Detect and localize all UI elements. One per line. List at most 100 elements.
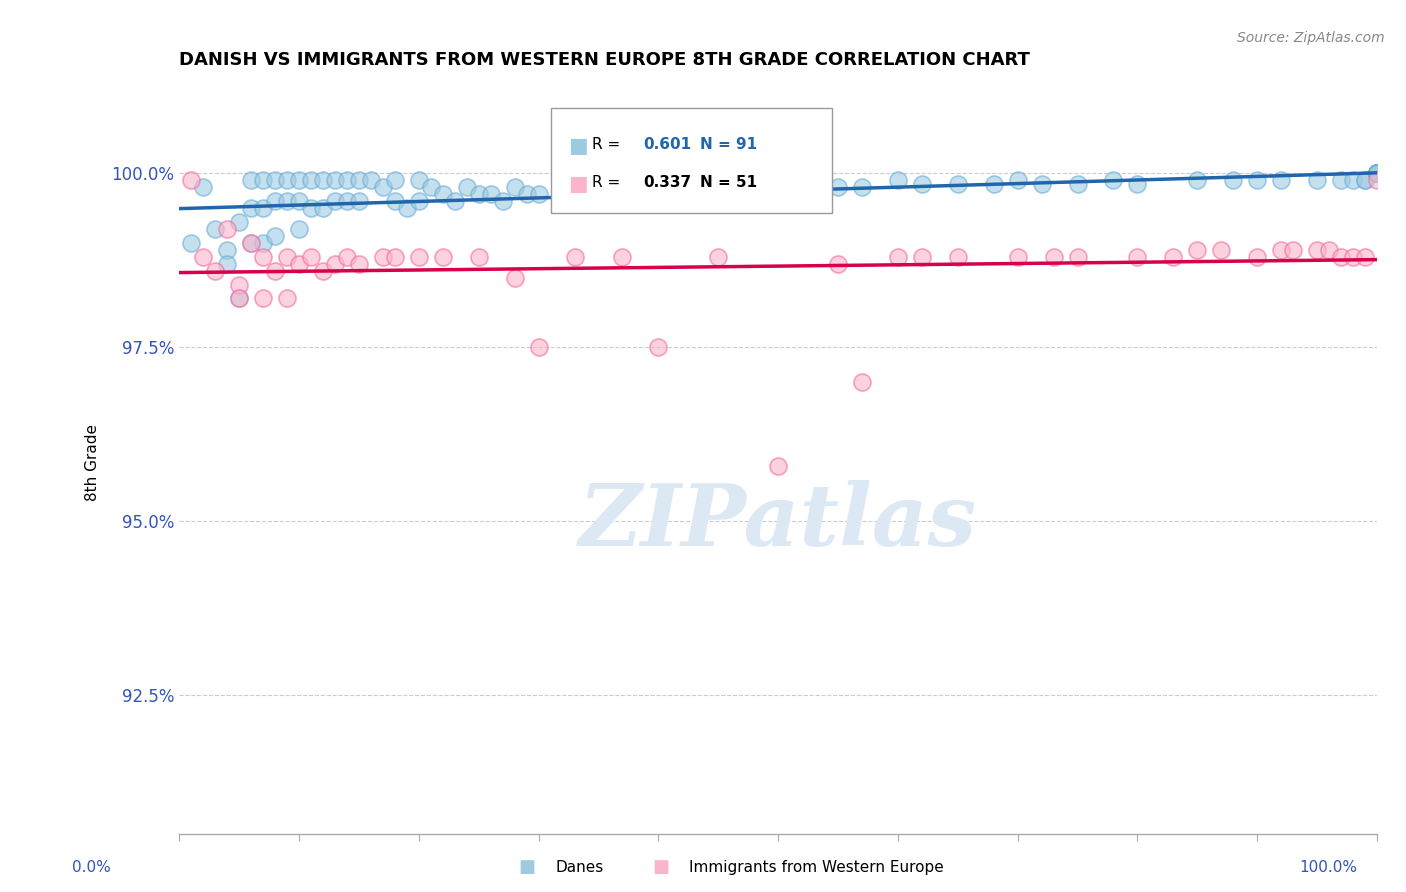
Point xyxy=(887,173,910,187)
Text: Source: ZipAtlas.com: Source: ZipAtlas.com xyxy=(1237,31,1385,45)
Point xyxy=(1330,250,1353,264)
Point xyxy=(323,257,346,271)
Point xyxy=(312,201,335,215)
Point xyxy=(599,187,621,202)
Point xyxy=(288,194,311,208)
Point xyxy=(204,263,226,277)
Point xyxy=(1066,250,1088,264)
Point xyxy=(479,187,502,202)
Point xyxy=(911,250,934,264)
Point xyxy=(1042,250,1064,264)
Point xyxy=(1365,166,1388,180)
Point xyxy=(1222,173,1244,187)
Point xyxy=(336,250,359,264)
Point xyxy=(312,173,335,187)
Point xyxy=(288,257,311,271)
Point xyxy=(408,250,430,264)
Point xyxy=(419,180,441,194)
Point xyxy=(276,250,298,264)
Point xyxy=(288,173,311,187)
Point xyxy=(299,173,322,187)
Point xyxy=(264,194,287,208)
Point xyxy=(276,292,298,306)
Point xyxy=(347,257,370,271)
Point xyxy=(1246,250,1268,264)
Point xyxy=(647,187,669,202)
Point xyxy=(467,187,489,202)
Point xyxy=(347,173,370,187)
Point xyxy=(1187,243,1209,257)
Point xyxy=(1365,166,1388,180)
Point xyxy=(1126,250,1149,264)
Point xyxy=(946,250,969,264)
Point xyxy=(1007,250,1029,264)
Text: DANISH VS IMMIGRANTS FROM WESTERN EUROPE 8TH GRADE CORRELATION CHART: DANISH VS IMMIGRANTS FROM WESTERN EUROPE… xyxy=(180,51,1031,69)
Point xyxy=(384,173,406,187)
Text: R =: R = xyxy=(592,175,626,190)
Point xyxy=(204,222,226,236)
Point xyxy=(1246,173,1268,187)
Point xyxy=(443,194,465,208)
Point xyxy=(1066,177,1088,191)
Point xyxy=(264,228,287,243)
Point xyxy=(564,250,586,264)
Point xyxy=(1354,173,1376,187)
Point xyxy=(742,180,765,194)
Point xyxy=(1365,166,1388,180)
Point xyxy=(252,250,274,264)
Point xyxy=(252,201,274,215)
Point xyxy=(766,458,789,473)
Point xyxy=(766,180,789,194)
Point xyxy=(851,375,873,389)
Text: 0.601: 0.601 xyxy=(643,136,690,152)
Point xyxy=(360,173,382,187)
Point xyxy=(467,250,489,264)
Point xyxy=(264,173,287,187)
Point xyxy=(516,187,538,202)
Point xyxy=(1270,243,1292,257)
Point xyxy=(408,194,430,208)
Point xyxy=(299,250,322,264)
Text: ■: ■ xyxy=(652,858,669,876)
Point xyxy=(1354,173,1376,187)
Point xyxy=(240,235,263,250)
Point xyxy=(336,194,359,208)
Point xyxy=(503,180,526,194)
Point xyxy=(790,180,813,194)
Point xyxy=(395,201,418,215)
Point xyxy=(228,292,250,306)
Point xyxy=(827,257,849,271)
Point xyxy=(623,187,645,202)
Point xyxy=(228,215,250,229)
Point xyxy=(228,292,250,306)
Point xyxy=(1365,166,1388,180)
Point xyxy=(1163,250,1185,264)
Point xyxy=(240,173,263,187)
Point xyxy=(1341,173,1364,187)
Point xyxy=(671,187,693,202)
Point xyxy=(1365,166,1388,180)
Text: 0.337: 0.337 xyxy=(643,175,690,190)
Point xyxy=(707,187,730,202)
Point xyxy=(1365,166,1388,180)
Point xyxy=(299,201,322,215)
Point xyxy=(384,194,406,208)
Point xyxy=(276,173,298,187)
Point xyxy=(1341,250,1364,264)
Text: ■: ■ xyxy=(568,174,588,194)
Point xyxy=(1365,166,1388,180)
Point xyxy=(180,235,202,250)
Point xyxy=(1330,173,1353,187)
Point xyxy=(193,180,215,194)
Point xyxy=(217,257,239,271)
Text: ■: ■ xyxy=(519,858,536,876)
Point xyxy=(1365,166,1388,180)
Point xyxy=(647,340,669,354)
Point xyxy=(1365,166,1388,180)
Point xyxy=(323,194,346,208)
Point xyxy=(217,243,239,257)
Point xyxy=(551,187,574,202)
Text: ■: ■ xyxy=(568,136,588,155)
Point xyxy=(384,250,406,264)
Point xyxy=(491,194,513,208)
